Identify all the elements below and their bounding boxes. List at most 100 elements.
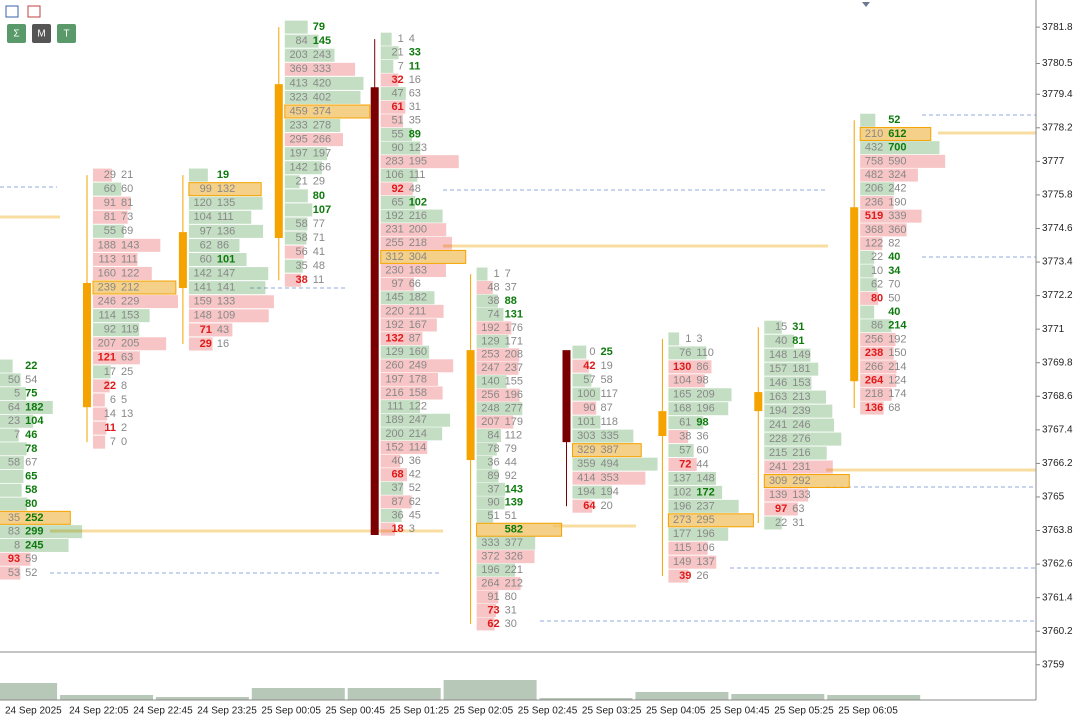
bid-volume: 260 [385,360,403,372]
ask-volume: 40 [888,251,900,263]
x-tick-label: 25 Sep 03:25 [582,706,642,717]
bid-volume: 210 [865,128,883,140]
bid-volume: 192 [481,322,499,334]
y-tick-label: 3773.4 [1042,257,1073,268]
bid-volume: 74 [487,308,499,320]
toolbar-button[interactable]: M [32,24,51,43]
bid-volume: 35 [8,512,20,524]
ask-volume: 41 [313,246,325,258]
level-lines [0,114,1036,622]
bid-volume: 21 [296,176,308,188]
button-label[interactable]: M [37,29,45,40]
ask-volume: 214 [888,361,906,373]
ask-volume: 29 [313,176,325,188]
ask-volume: 135 [217,197,235,209]
cell-bar [668,569,689,583]
cell-bar [380,509,402,523]
ask-volume: 68 [888,402,900,414]
bid-volume: 90 [391,142,403,154]
cell-bar [284,217,308,231]
button-bg[interactable] [7,24,26,43]
bid-volume: 35 [296,260,308,272]
bid-volume: 159 [194,296,212,308]
cell-bar [476,550,535,564]
ask-volume: 67 [25,457,37,469]
cell-bar [764,418,835,432]
cell-bar [476,469,499,483]
ask-volume: 16 [217,338,229,350]
cell-bar [380,440,428,454]
cell-bar [380,114,403,128]
candle-body [83,283,91,408]
bid-volume: 207 [98,338,116,350]
ask-volume: 44 [696,458,708,470]
bid-volume: 152 [385,441,403,453]
ask-volume: 86 [696,361,708,373]
volume-bar [731,694,825,700]
cell-bar [668,346,707,360]
icon[interactable] [27,5,41,18]
bid-volume: 142 [194,268,212,280]
ask-volume: 7 [505,268,511,280]
ask-volume: 37 [505,281,517,293]
poc-cell [188,182,262,197]
bid-volume: 129 [385,346,403,358]
bid-volume: 148 [769,349,787,361]
bid-volume: 38 [487,295,499,307]
ask-volume: 402 [313,91,331,103]
cell-bar [380,209,443,223]
ask-volume: 122 [121,267,139,279]
poc-cell [476,522,563,537]
cell-bar [380,468,408,482]
ask-volume: 34 [888,265,901,277]
cell-bar [476,455,493,469]
cell-bar [860,319,892,333]
bid-volume: 323 [289,91,307,103]
bid-volume: 136 [865,402,883,414]
cell-bar [0,566,21,580]
cell-bar [668,485,723,499]
cell-bar [93,210,128,224]
bid-volume: 248 [481,403,499,415]
cell-bar [860,401,884,415]
icon[interactable] [5,5,19,18]
cell-bar [380,332,423,346]
cell-bar [93,435,106,449]
ask-volume: 612 [888,128,906,140]
cell-bar [860,264,874,278]
cell-bar [188,168,208,182]
cell-bar [668,402,729,416]
toolbar-button[interactable]: T [57,24,76,43]
ask-volume: 178 [409,373,427,385]
x-tick-label: 25 Sep 00:45 [326,706,386,717]
cell-bar [860,168,918,182]
bid-volume: 368 [865,224,883,236]
ask-volume: 25 [121,366,133,378]
cell-bar [93,182,122,196]
cell-bar [860,278,878,292]
ask-volume: 87 [601,402,613,414]
ask-volume: 292 [792,475,810,487]
ask-volume: 213 [792,391,810,403]
cell-bar [860,250,875,264]
toolbar-button[interactable]: Σ [7,24,26,43]
button-bg[interactable] [57,24,76,43]
bid-volume: 40 [391,455,403,467]
cell-bar [0,428,19,442]
cell-bar [380,141,421,155]
y-tick-label: 3769.8 [1042,357,1073,368]
cell-bar [284,231,307,245]
y-tick-label: 3778.2 [1042,122,1073,133]
cell-bar [284,147,327,161]
cell-bar [380,345,430,359]
ask-volume: 16 [409,74,421,86]
button-label[interactable]: T [63,29,69,40]
button-label[interactable]: Σ [13,29,19,40]
button-bg[interactable] [32,24,51,43]
bid-volume: 58 [8,457,20,469]
cell-bar [476,603,497,617]
bid-volume: 90 [487,497,499,509]
ask-volume: 58 [601,374,613,386]
cell-bar [668,471,717,485]
